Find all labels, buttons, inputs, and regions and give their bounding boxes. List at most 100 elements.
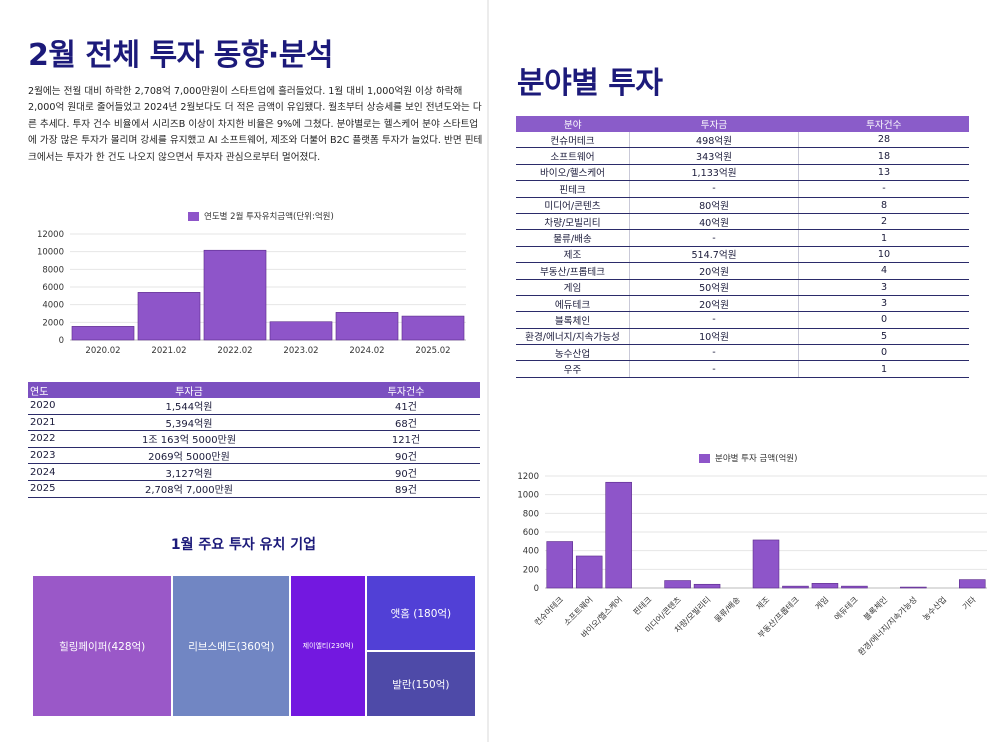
y-tick-label: 12000	[37, 230, 64, 240]
x-tick-label: 2022.02	[217, 346, 252, 356]
table-cell: -	[798, 180, 969, 198]
table-row: 환경/에너지/지속가능성 10억원 5	[516, 328, 969, 346]
table-cell: -	[629, 180, 799, 198]
table-cell: 40억원	[629, 213, 799, 231]
table-row: 2023 2069억 5000만원 90건	[28, 447, 480, 465]
page-title: 2월 전체 투자 동향·분석	[28, 38, 334, 73]
y-tick-label: 1000	[517, 491, 539, 501]
table-cell: 10억원	[629, 328, 799, 346]
x-tick-label: 2023.02	[283, 346, 318, 356]
treemap-tile-label: 앳홈 (180억)	[390, 607, 452, 620]
table-cell: 우주	[516, 360, 630, 378]
y-tick-label: 200	[523, 565, 539, 575]
table-cell: 28	[798, 132, 969, 149]
table-cell: 5	[798, 328, 969, 346]
table-cell: 50억원	[629, 279, 799, 296]
table-row: 2022 1조 163억 5000만원 121건	[28, 430, 480, 448]
table-row: 핀테크 - -	[516, 180, 969, 198]
table-row: 2025 2,708억 7,000만원 89건	[28, 480, 480, 498]
treemap-tile-label: 리브스메드(360억)	[188, 640, 275, 653]
table-cell: 121건	[272, 430, 480, 448]
treemap-tile-label: 제이엘티(230억)	[302, 642, 354, 650]
x-tick-label: 에듀테크	[833, 595, 860, 622]
year-table-header: 연도 투자금 투자건수	[28, 382, 480, 398]
table-cell: -	[629, 311, 799, 329]
table-cell: 에듀테크	[516, 295, 630, 313]
sector-header-cell: 투자금	[629, 116, 799, 132]
treemap-tile: 제이엘티(230억)	[291, 576, 365, 716]
bar	[269, 321, 333, 341]
table-cell: 13	[798, 164, 969, 182]
table-cell: 1,544억원	[106, 398, 272, 415]
table-cell: 89건	[272, 480, 480, 498]
table-cell: 8	[798, 197, 969, 214]
x-tick-label: 농수산업	[920, 594, 948, 622]
table-cell: -	[629, 229, 799, 247]
table-row: 제조 514.7억원 10	[516, 246, 969, 264]
table-cell: 2023	[28, 447, 106, 465]
section-title: 분야별 투자	[517, 66, 663, 101]
table-row: 2024 3,127억원 90건	[28, 463, 480, 481]
table-row: 소프트웨어 343억원 18	[516, 147, 969, 165]
x-tick-label: 2020.02	[85, 346, 120, 356]
table-cell: 게임	[516, 279, 630, 296]
table-cell: 20억원	[629, 262, 799, 280]
x-tick-label: 환경/에너지/지속가능성	[856, 594, 919, 657]
bar	[401, 315, 465, 341]
legend-swatch	[188, 211, 199, 221]
treemap-tile: 힐링페이퍼(428억)	[33, 576, 172, 716]
bar	[335, 312, 399, 341]
treemap-tile: 발란(150억)	[366, 652, 475, 716]
year-header-cell: 투자금	[106, 382, 272, 398]
table-cell: 부동산/프롭테크	[516, 262, 630, 280]
bar	[203, 249, 267, 341]
y-tick-label: 8000	[42, 265, 64, 275]
treemap-tile-label: 힐링페이퍼(428억)	[59, 640, 146, 653]
table-cell: 4	[798, 262, 969, 280]
table-cell: 68건	[272, 414, 480, 432]
y-tick-label: 1200	[517, 472, 539, 482]
table-cell: 2021	[28, 414, 106, 432]
table-cell: 2,708억 7,000만원	[106, 480, 272, 498]
y-tick-label: 400	[523, 547, 539, 557]
y-tick-label: 6000	[42, 283, 64, 293]
year-header-cell: 투자건수	[272, 382, 480, 398]
treemap-tile: 리브스메드(360억)	[173, 576, 290, 716]
table-cell: 2020	[28, 398, 106, 415]
table-row: 게임 50억원 3	[516, 279, 969, 296]
x-tick-label: 물류/배송	[713, 595, 742, 624]
sector-header-cell: 분야	[516, 116, 630, 132]
y-tick-label: 0	[534, 584, 539, 594]
left-page: 2월 전체 투자 동향·분석 2월에는 전월 대비 하락한 2,708억 7,0…	[0, 0, 487, 742]
table-cell: 0	[798, 311, 969, 329]
bar	[693, 583, 721, 589]
table-row: 부동산/프롭테크 20억원 4	[516, 262, 969, 280]
table-cell: 10	[798, 246, 969, 264]
table-cell: 농수산업	[516, 344, 630, 362]
table-row: 우주 -1	[516, 360, 969, 378]
x-tick-label: 블록체인	[861, 594, 889, 622]
table-row: 컨슈머테크 498억원 28	[516, 132, 969, 149]
table-row: 2020 1,544억원 41건	[28, 398, 480, 415]
sector-chart-legend: 분야별 투자 금액(억원)	[699, 452, 797, 464]
table-cell: 498억원	[629, 132, 799, 149]
intro-paragraph: 2월에는 전월 대비 하락한 2,708억 7,000만원이 스타트업에 흘러들…	[28, 86, 483, 163]
treemap-tile-label: 발란(150억)	[392, 678, 450, 691]
year-bar-chart: 0 2000 4000 6000 8000 10000 12000 2020.02 2021.0…	[37, 230, 466, 356]
table-cell: 343억원	[629, 147, 799, 165]
year-chart-legend: 연도별 2월 투자유치금액(단위:억원)	[188, 210, 334, 222]
sector-header-cell: 투자건수	[798, 116, 969, 132]
table-cell: 2024	[28, 463, 106, 481]
y-tick-label: 2000	[42, 318, 64, 328]
table-cell: 514.7억원	[629, 246, 799, 264]
table-cell: 1조 163억 5000만원	[106, 430, 272, 448]
sector-table: 분야 투자금 투자건수 컨슈머테크 498억원 28 소프트웨어 343억원 18 바이오/헬스…	[516, 116, 969, 378]
table-cell: 3	[798, 279, 969, 296]
year-header-cell: 연도	[28, 382, 106, 398]
table-cell: 컨슈머테크	[516, 132, 630, 149]
bar	[811, 583, 839, 589]
bar	[546, 541, 573, 589]
sector-table-header: 분야 투자금 투자건수	[516, 116, 969, 132]
bar	[752, 539, 780, 589]
